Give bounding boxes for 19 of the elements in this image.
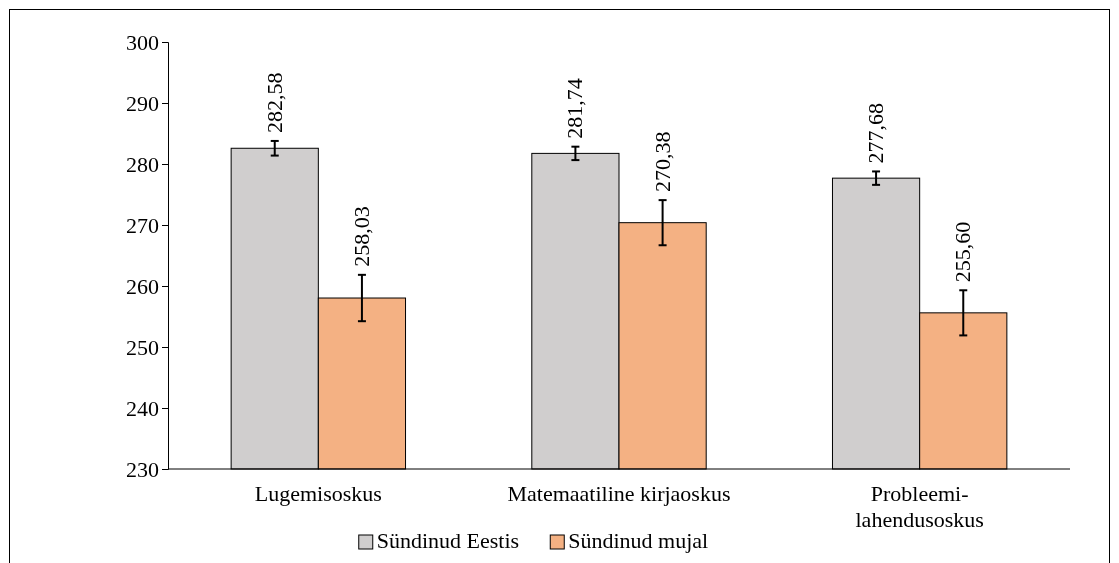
data-label: 282,58 <box>261 72 287 133</box>
data-label: 258,03 <box>348 206 374 267</box>
y-tick-label: 250 <box>126 334 159 360</box>
data-label: 270,38 <box>649 131 675 193</box>
data-label: 281,74 <box>562 78 588 139</box>
y-tick-label: 240 <box>126 395 159 421</box>
y-tick-label: 270 <box>126 212 159 238</box>
legend-label: Sündinud mujal <box>568 528 709 553</box>
y-tick-label: 280 <box>126 151 159 177</box>
y-tick-label: 290 <box>126 90 159 116</box>
data-label: 255,60 <box>950 221 976 283</box>
legend-label: Sündinud Eestis <box>376 528 520 553</box>
y-tick-label: 230 <box>126 456 159 482</box>
x-tick-label: Lugemisoskus <box>254 481 382 506</box>
y-tick-label: 260 <box>126 273 159 299</box>
data-label: 277,68 <box>863 102 889 164</box>
y-tick-label: 300 <box>126 29 159 55</box>
x-tick-label: Probleemi-lahendusoskus <box>855 481 984 532</box>
x-tick-label: Matemaatiline kirjaoskus <box>507 481 731 506</box>
